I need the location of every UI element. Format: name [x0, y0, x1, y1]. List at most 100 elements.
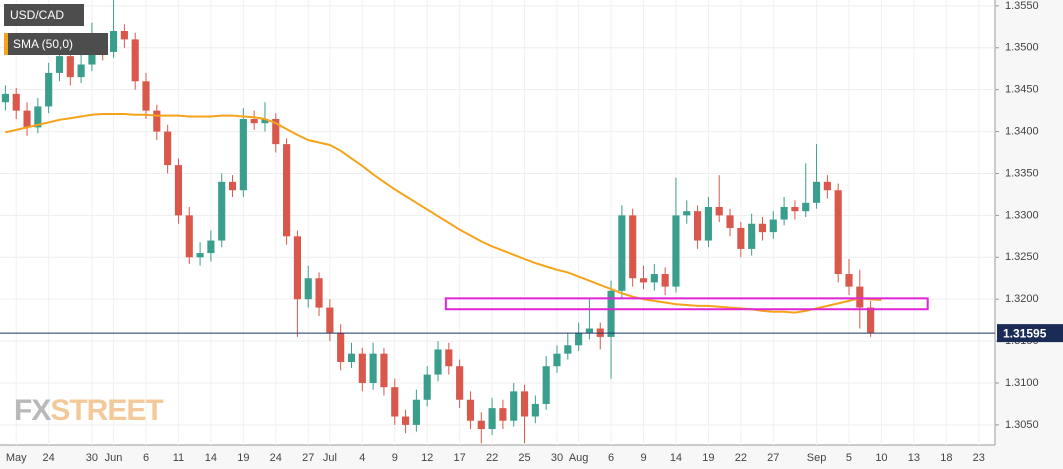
x-tick-label: May	[6, 452, 27, 464]
y-tick-label: 1.3500	[1005, 42, 1039, 54]
legend-box	[4, 33, 108, 55]
candle-body	[456, 366, 464, 400]
x-tick-label: 14	[205, 452, 217, 464]
x-tick-label: 27	[767, 452, 779, 464]
x-tick-label: 6	[608, 452, 614, 464]
candle-body	[520, 391, 529, 417]
candle-body	[585, 328, 593, 333]
candle-body	[142, 81, 150, 111]
x-tick-label: Jun	[105, 452, 123, 464]
candle-body	[77, 64, 85, 78]
candle-body	[218, 181, 226, 241]
candle-body	[174, 165, 183, 216]
candle-body	[715, 206, 723, 216]
plot-area	[0, 0, 995, 445]
y-tick-label: 1.3200	[1005, 293, 1039, 305]
y-tick-label: 1.3250	[1005, 251, 1039, 263]
candle-body	[358, 353, 366, 383]
x-tick-label: 22	[735, 452, 747, 464]
candle-body	[153, 110, 161, 132]
y-tick-label: 1.3450	[1005, 84, 1039, 96]
candle-body	[748, 223, 756, 249]
candle-body	[293, 236, 301, 300]
candle-body	[434, 349, 442, 375]
candle-body	[228, 181, 237, 191]
candle-body	[780, 206, 788, 220]
legend-entry: SMA (50,0)	[13, 37, 73, 51]
candle-body	[337, 332, 345, 363]
x-tick-label: 30	[551, 452, 563, 464]
candle-body	[34, 106, 42, 128]
candle-body	[704, 206, 712, 241]
x-tick-label: Jul	[323, 452, 337, 464]
candle-body	[445, 349, 453, 367]
candle-body	[164, 131, 172, 166]
last-price-box	[997, 324, 1063, 343]
zone-box	[444, 297, 929, 311]
candle-body	[758, 223, 767, 233]
x-tick-label: 25	[518, 452, 530, 464]
candle-body	[423, 374, 431, 400]
legend-swatch	[4, 33, 8, 55]
candle-body	[791, 206, 799, 212]
candle-body	[326, 307, 334, 333]
candle-body	[694, 211, 702, 241]
candle-body	[867, 307, 875, 333]
y-tick-label: 1.3350	[1005, 167, 1039, 179]
candle-body	[131, 39, 139, 82]
x-tick-label: 24	[270, 452, 282, 464]
candle-body	[856, 286, 864, 308]
candle-body	[488, 408, 496, 430]
y-tick-label: 1.3050	[1005, 419, 1039, 431]
candle-body	[369, 353, 377, 383]
y-axis-area	[995, 0, 1063, 469]
last-price-label: 1.31595	[1003, 326, 1047, 340]
candle-body	[845, 274, 853, 287]
y-tick-label: 1.3300	[1005, 209, 1039, 221]
x-tick-label: Sep	[807, 452, 827, 464]
candle-body	[477, 420, 485, 430]
candle-body	[207, 240, 215, 254]
x-tick-label: 4	[359, 452, 365, 464]
candle-body	[196, 253, 204, 258]
x-tick-label: 18	[940, 452, 952, 464]
candle-body	[12, 93, 20, 111]
candle-body	[683, 211, 691, 216]
candle-body	[531, 403, 539, 417]
candle-body	[55, 56, 64, 73]
legend-entry: USD/CAD	[10, 8, 64, 22]
x-tick-label: 12	[421, 452, 433, 464]
candle-body	[391, 387, 399, 417]
x-tick-label: 24	[43, 452, 55, 464]
watermark: FXSTREET	[14, 394, 163, 427]
candle-body	[23, 110, 31, 128]
candle-body	[250, 119, 258, 124]
candle-body	[823, 181, 831, 191]
x-tick-label: 27	[302, 452, 314, 464]
candle-body	[564, 345, 572, 354]
candle-body	[639, 278, 648, 283]
x-tick-label: 13	[908, 452, 920, 464]
x-tick-label: 19	[702, 452, 714, 464]
candle-body	[402, 416, 410, 425]
y-tick-label: 1.3550	[1005, 0, 1039, 12]
y-tick-label: 1.3400	[1005, 125, 1039, 137]
candle-body	[769, 219, 777, 233]
y-tick-label: 1.3100	[1005, 377, 1039, 389]
x-tick-label: 9	[640, 452, 646, 464]
candle-body	[45, 72, 53, 107]
x-tick-label: 30	[86, 452, 98, 464]
candle-body	[120, 31, 128, 40]
candle-body	[466, 399, 475, 421]
legend-box	[4, 4, 84, 26]
candle-body	[607, 290, 615, 337]
x-tick-label: 23	[973, 452, 985, 464]
x-axis-area	[0, 445, 995, 469]
x-tick-label: 6	[143, 452, 149, 464]
x-tick-label: Aug	[569, 452, 589, 464]
x-tick-label: 11	[173, 452, 184, 464]
candle-body	[109, 31, 118, 52]
candle-body	[575, 332, 583, 346]
candle-body	[283, 144, 291, 237]
